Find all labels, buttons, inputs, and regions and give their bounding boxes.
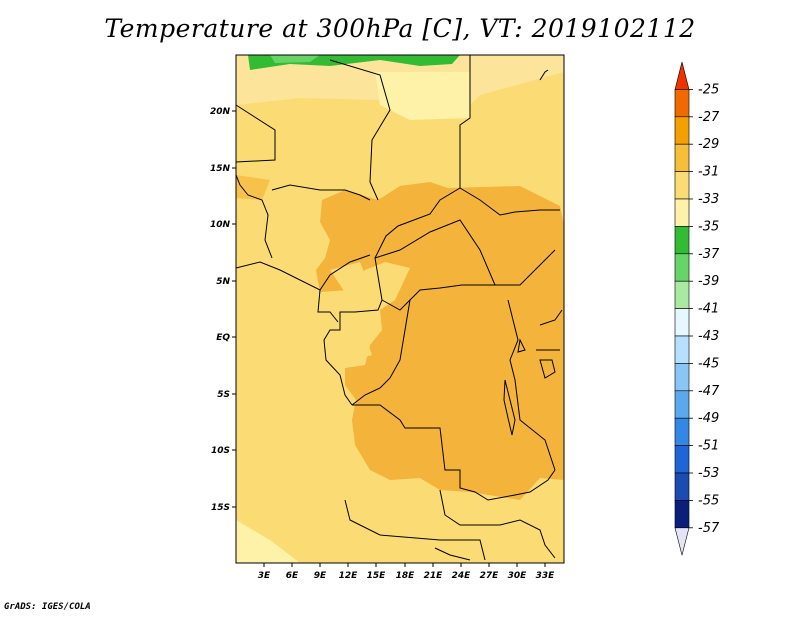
lat-label: 15N (210, 164, 231, 174)
lat-ticks (232, 110, 236, 508)
colorbar-swatch (674, 445, 690, 474)
lon-label: 33E (536, 571, 556, 581)
lon-label: 12E (339, 571, 359, 581)
colorbar-swatch (674, 61, 690, 90)
colorbar-label: -29 (698, 137, 719, 152)
lat-label: 5N (216, 277, 230, 287)
colorbar-label: -49 (698, 411, 719, 426)
chart-title: Temperature at 300hPa [C], VT: 201910211… (104, 14, 696, 43)
lat-label: 10N (210, 220, 231, 230)
map-frame (235, 54, 565, 564)
lon-label: 6E (286, 571, 299, 581)
colorbar-swatch (674, 89, 690, 118)
lon-ticks (263, 563, 546, 567)
lat-label: EQ (216, 333, 230, 343)
lat-label: 15S (211, 503, 230, 513)
colorbar: -25 -27 -29 -31 -33 -35 -37 -39 -41 -43 -45 -47 -49 -… (674, 61, 720, 556)
colorbar-swatch (674, 500, 690, 529)
colorbar-label: -57 (698, 521, 720, 536)
colorbar-swatch (674, 308, 690, 337)
colorbar-swatch (674, 143, 690, 172)
country-borders (235, 55, 563, 561)
colorbar-swatch (674, 116, 690, 145)
colorbar-label: -43 (698, 329, 719, 344)
colorbar-swatch (674, 280, 690, 309)
lon-label: 24E (452, 571, 472, 581)
lon-label: 9E (314, 571, 327, 581)
colorbar-label: -47 (698, 384, 720, 399)
colorbar-swatch (674, 363, 690, 392)
colorbar-label: -27 (698, 110, 720, 125)
colorbar-swatch (674, 472, 690, 501)
colorbar-label: -33 (698, 192, 719, 207)
colorbar-swatch (674, 417, 690, 446)
colorbar-swatch (674, 226, 690, 255)
colorbar-label: -55 (698, 493, 719, 508)
colorbar-label: -35 (698, 219, 719, 234)
lat-label: 10S (211, 446, 230, 456)
colorbar-swatch (674, 335, 690, 364)
lakes (503, 338, 556, 436)
lon-label: 27E (480, 571, 500, 581)
colorbar-label: -53 (698, 466, 719, 481)
lon-label: 21E (424, 571, 444, 581)
colorbar-swatch (674, 527, 690, 556)
lon-label: 3E (258, 571, 271, 581)
colorbar-label: -45 (698, 356, 719, 371)
temperature-field (236, 55, 564, 563)
colorbar-swatch (674, 253, 690, 282)
lon-label: 15E (367, 571, 387, 581)
colorbar-label: -25 (698, 82, 719, 97)
lon-label: 30E (508, 571, 528, 581)
colorbar-swatch (674, 198, 690, 227)
colorbar-swatch (674, 390, 690, 419)
credit-text: GrADS: IGES/COLA (4, 602, 91, 612)
colorbar-label: -41 (698, 302, 719, 317)
lat-label: 5S (217, 390, 230, 400)
lat-label: 20N (210, 107, 231, 117)
colorbar-label: -51 (698, 439, 719, 454)
colorbar-label: -31 (698, 165, 719, 180)
lon-label: 18E (396, 571, 416, 581)
colorbar-swatch (674, 171, 690, 200)
colorbar-label: -39 (698, 274, 719, 289)
colorbar-label: -37 (698, 247, 720, 262)
